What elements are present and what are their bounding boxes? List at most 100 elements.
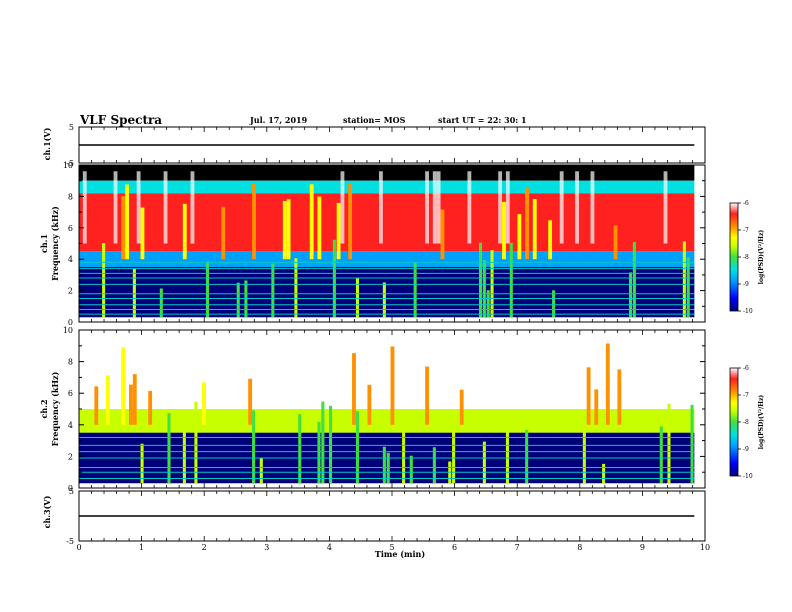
cb2-tick-label: -6 bbox=[743, 365, 749, 372]
spec1-streak bbox=[271, 263, 275, 318]
spec1-streak bbox=[663, 171, 668, 244]
spec2-streak bbox=[586, 367, 591, 425]
cb2-label: log(PSD)(V²/Hz) bbox=[758, 395, 765, 450]
cb1-tick-label: -6 bbox=[743, 200, 749, 207]
spec1-streak bbox=[125, 184, 129, 260]
spec1-streak bbox=[628, 272, 633, 318]
spec1-streak bbox=[355, 278, 359, 318]
spec2-band bbox=[79, 409, 695, 433]
spec1-streak bbox=[121, 195, 126, 260]
figure-start-time: start UT = 22: 30: 1 bbox=[438, 115, 527, 125]
xtick-label: 3 bbox=[264, 543, 269, 552]
spec1-streak bbox=[340, 171, 345, 244]
spec2-ytick-label: 6 bbox=[68, 389, 73, 398]
spec1-ylabel-line1: ch.1 bbox=[39, 234, 49, 253]
spec1-streak bbox=[252, 183, 256, 260]
spec2-streak bbox=[128, 384, 133, 425]
spec2-streak bbox=[252, 410, 256, 484]
ch1-spectrogram-panel: 0 2 4 6 8 10 ch.1 Frequency (kHz) bbox=[39, 161, 706, 327]
spec1-ytick-label: 10 bbox=[63, 161, 73, 170]
spec2-streak bbox=[367, 384, 372, 425]
spec1-streak bbox=[632, 242, 636, 318]
spec1-streak bbox=[286, 199, 291, 260]
spec2-streak bbox=[478, 336, 483, 409]
spec2-ytick-label: 4 bbox=[68, 421, 73, 430]
spec2-streak bbox=[167, 413, 171, 484]
spec1-ytick-label: 2 bbox=[68, 287, 73, 296]
spec2-streak bbox=[432, 447, 436, 484]
spec1-streak bbox=[440, 209, 445, 260]
spec2-ytick-label: 2 bbox=[68, 452, 73, 461]
spec1-ytick-label: 6 bbox=[68, 224, 73, 233]
spec2-streak bbox=[386, 452, 390, 484]
cb1-tick-label: -10 bbox=[743, 308, 753, 315]
spec2-streak bbox=[409, 455, 413, 484]
ch1-colorbar: -6 -7 -8 -9 -10 log(PSD)(V²/Hz) bbox=[729, 200, 765, 315]
spec1-streak bbox=[282, 200, 287, 260]
spec2-streak bbox=[482, 441, 486, 484]
spec2-streak bbox=[452, 431, 456, 484]
xtick-label: 8 bbox=[577, 543, 582, 552]
ch3-voltage-panel: 5 -5 bbox=[66, 487, 706, 546]
xtick-label: 7 bbox=[515, 543, 520, 552]
spec2-streak bbox=[425, 366, 429, 425]
spec2-streak bbox=[459, 389, 464, 425]
spec1-streak bbox=[413, 262, 417, 318]
xtick-label: 2 bbox=[202, 543, 207, 552]
cb2-tick-label: -8 bbox=[743, 419, 749, 426]
ch1-voltage-ylabel: ch.1(V) bbox=[42, 127, 52, 160]
spec2-streak bbox=[505, 428, 509, 484]
spec2-ytick-label: 10 bbox=[63, 326, 73, 335]
spec2-streak bbox=[248, 378, 253, 425]
spec2-streak bbox=[321, 401, 325, 484]
spec2-streak bbox=[182, 427, 186, 484]
spec1-streak bbox=[82, 171, 87, 244]
spec1-streak bbox=[336, 202, 341, 260]
spec1-band bbox=[79, 251, 695, 268]
spec1-streak bbox=[163, 171, 168, 244]
spec1-streak bbox=[159, 288, 163, 318]
cb2-tick-label: -9 bbox=[743, 446, 749, 453]
spec1-streak bbox=[505, 171, 510, 244]
ch1v-ytick-label: 5 bbox=[69, 123, 74, 132]
spec2-ytick-label: 0 bbox=[68, 484, 73, 493]
spec2-streak bbox=[105, 375, 110, 425]
spec1-streak bbox=[509, 242, 513, 318]
spec1-ytick-label: 4 bbox=[68, 255, 73, 264]
spec1-streak bbox=[221, 206, 226, 260]
xtick-label: 9 bbox=[640, 543, 645, 552]
ch2-spectrogram-panel: 0 2 4 6 8 10 ch.2 Frequency (kHz) bbox=[39, 326, 706, 493]
spec1-band bbox=[79, 193, 695, 252]
spec2-streak bbox=[659, 426, 663, 484]
spec1-streak bbox=[205, 261, 209, 318]
spec1-streak bbox=[532, 198, 537, 260]
xtick-label: 5 bbox=[389, 543, 394, 552]
spec1-streak bbox=[190, 171, 195, 244]
spec2-streak bbox=[652, 336, 656, 409]
spec1-streak bbox=[140, 207, 145, 260]
ch1-voltage-panel: 5 -5 bbox=[66, 123, 706, 168]
cb1-label: log(PSD)(V²/Hz) bbox=[758, 230, 765, 285]
spec2-streak bbox=[613, 336, 618, 409]
spec1-streak bbox=[552, 290, 556, 318]
spec1-streak bbox=[309, 184, 314, 260]
spec1-streak bbox=[502, 201, 506, 260]
figure-date: Jul. 17, 2019 bbox=[249, 115, 308, 125]
spec1-band bbox=[79, 267, 695, 318]
spec2-streak bbox=[202, 382, 206, 425]
spec1-streak bbox=[348, 183, 353, 260]
ch3v-ytick-label: -5 bbox=[66, 537, 74, 546]
spec1-streak bbox=[182, 203, 187, 260]
spec2-streak bbox=[517, 336, 522, 409]
figure-title: VLF Spectra bbox=[79, 113, 162, 127]
cb2-tick-label: -7 bbox=[743, 392, 749, 399]
spec1-streak bbox=[590, 171, 595, 244]
spec2-streak bbox=[178, 336, 183, 409]
spec2-streak bbox=[525, 429, 529, 484]
spec1-streak bbox=[575, 171, 579, 244]
spec2-streak bbox=[255, 336, 260, 409]
spec2-streak bbox=[667, 403, 671, 484]
ch3-voltage-ylabel: ch.3(V) bbox=[42, 495, 52, 528]
ch3v-ytick-label: 5 bbox=[69, 487, 74, 496]
